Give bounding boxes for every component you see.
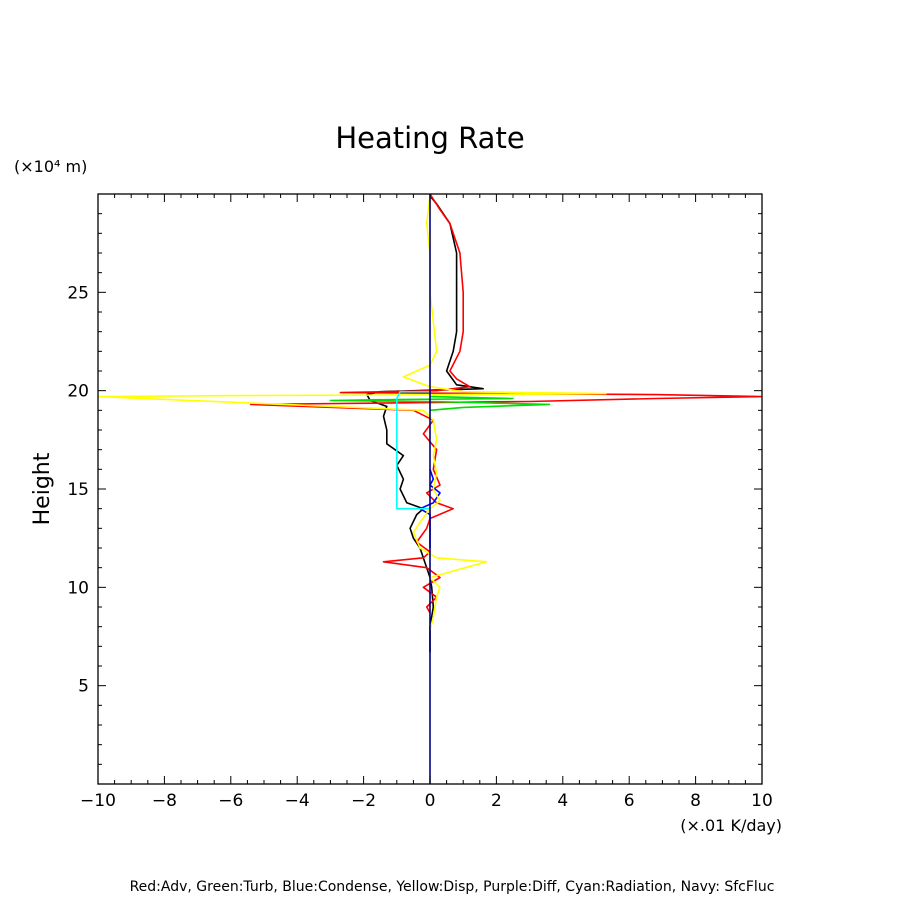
y-tick-label: 15 — [67, 480, 89, 500]
series-line-blue-condense — [419, 469, 441, 548]
x-tick-label: 6 — [624, 791, 635, 811]
tick-layer: −10 −8 −6 −4 −2 0 2 4 6 8 10 5 10 15 20 25 — [67, 194, 773, 811]
series-line-total — [366, 195, 484, 653]
x-unit-label: (×.01 K/day) — [680, 816, 782, 835]
y-tick-label: 5 — [78, 677, 89, 697]
x-tick-label: 4 — [557, 791, 568, 811]
series-line-yellow-disp — [98, 195, 607, 631]
series-layer — [98, 194, 762, 784]
y-unit-label: (×10⁴ m) — [14, 157, 87, 176]
x-tick-label: 10 — [751, 791, 773, 811]
x-tick-label: −10 — [80, 791, 116, 811]
x-tick-label: −6 — [218, 791, 243, 811]
x-tick-label: 0 — [425, 791, 436, 811]
x-tick-label: −4 — [285, 791, 310, 811]
chart-title: Heating Rate — [335, 121, 524, 155]
x-tick-label: −8 — [152, 791, 177, 811]
y-tick-label: 20 — [67, 382, 89, 402]
y-axis-label: Height — [30, 452, 55, 525]
series-line-green-turb — [329, 395, 551, 412]
x-tick-label: 2 — [491, 791, 502, 811]
x-tick-label: −2 — [351, 791, 376, 811]
legend-footnote: Red:Adv, Green:Turb, Blue:Condense, Yell… — [130, 879, 775, 895]
x-tick-label: 8 — [690, 791, 701, 811]
y-tick-label: 10 — [67, 578, 89, 598]
y-tick-label: 25 — [67, 283, 89, 303]
series-line-red-adv — [249, 194, 762, 614]
series-line-cyan-radiation — [395, 390, 430, 510]
